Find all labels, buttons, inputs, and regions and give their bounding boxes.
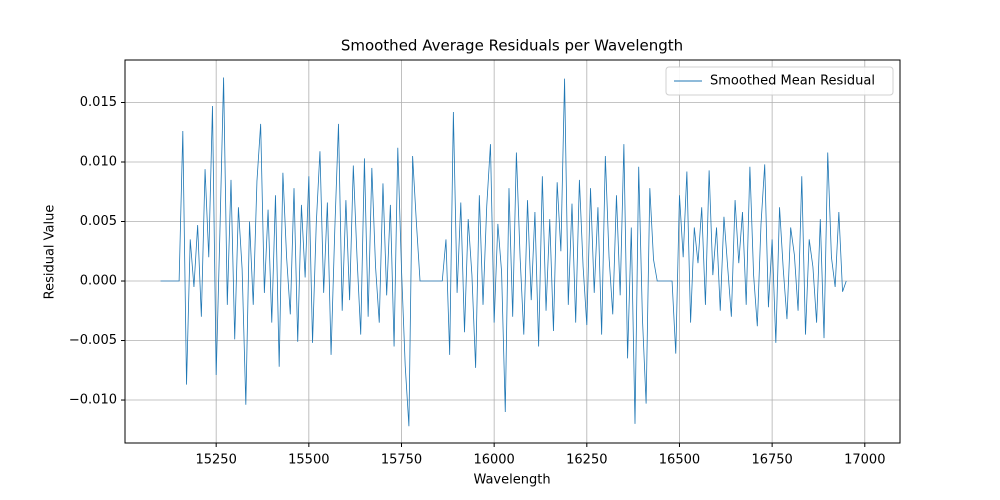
y-tick-label: −0.005 bbox=[69, 333, 117, 348]
x-tick-label: 17000 bbox=[844, 453, 885, 468]
y-axis-label: Residual Value bbox=[43, 205, 58, 300]
x-tick-label: 16250 bbox=[566, 453, 607, 468]
x-tick-label: 16000 bbox=[473, 453, 514, 468]
x-tick-label: 16500 bbox=[659, 453, 700, 468]
y-tick-label: 0.010 bbox=[80, 154, 117, 169]
plot-frame bbox=[124, 59, 901, 444]
legend-box bbox=[665, 66, 894, 96]
legend-label: Smoothed Mean Residual bbox=[710, 74, 875, 89]
chart-title: Smoothed Average Residuals per Wavelengt… bbox=[341, 37, 683, 55]
y-tick-label: 0.005 bbox=[80, 214, 117, 229]
y-tick-label: 0.000 bbox=[80, 274, 117, 289]
x-axis-label: Wavelength bbox=[473, 473, 550, 488]
x-tick-label: 16750 bbox=[751, 453, 792, 468]
x-tick-label: 15250 bbox=[195, 453, 236, 468]
x-tick-label: 15750 bbox=[381, 453, 422, 468]
x-tick-label: 15500 bbox=[288, 453, 329, 468]
data-line bbox=[160, 77, 847, 427]
y-tick-label: 0.015 bbox=[80, 95, 117, 110]
y-tick-label: −0.010 bbox=[69, 393, 117, 408]
